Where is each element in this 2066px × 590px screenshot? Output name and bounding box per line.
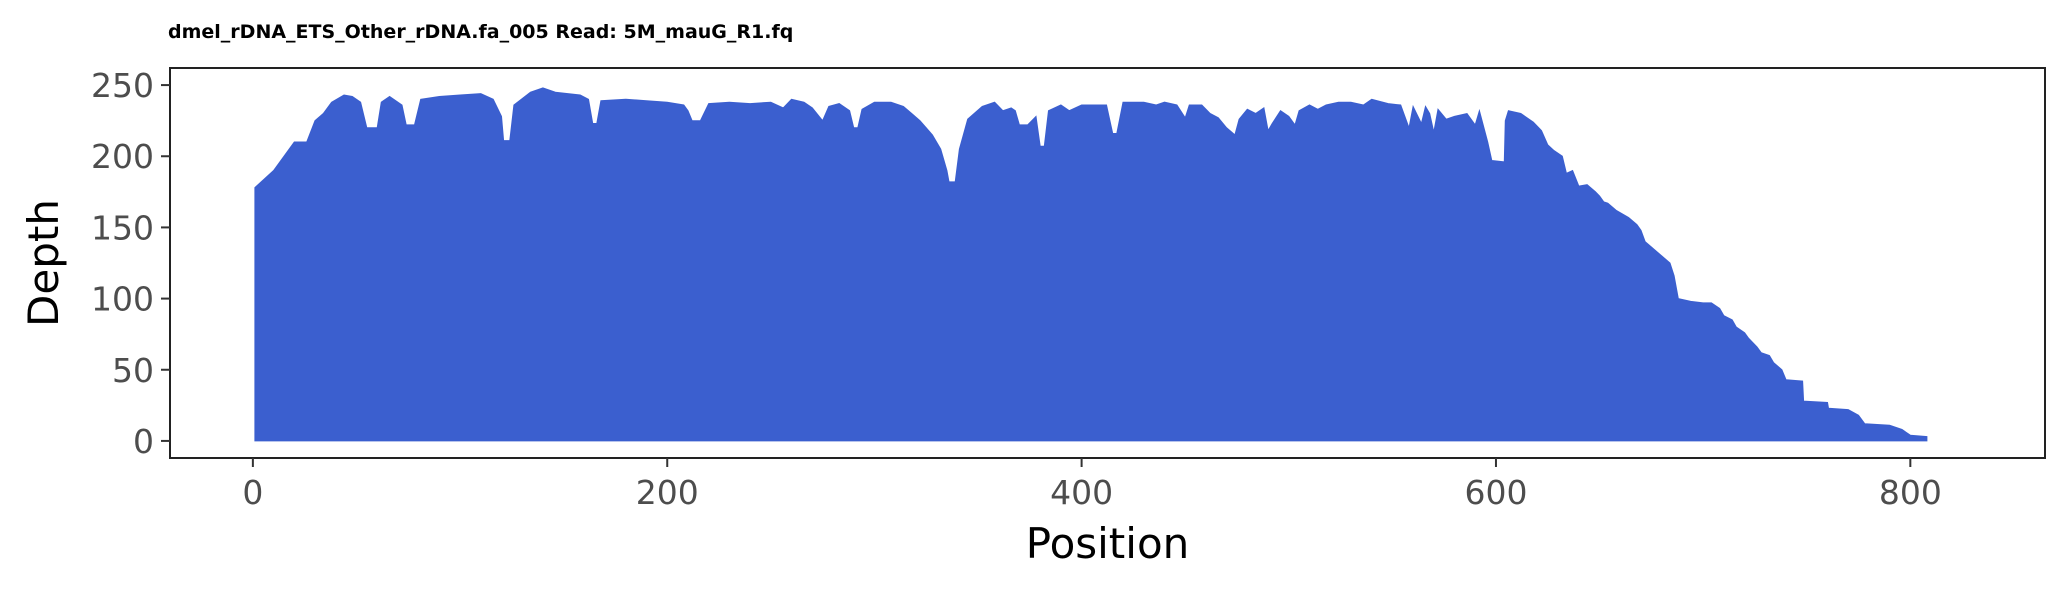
y-tick-label: 50: [112, 351, 154, 390]
y-axis-title: Depth: [19, 199, 68, 327]
x-tick-label: 400: [1050, 473, 1113, 512]
depth-area-series-0: [254, 87, 1928, 442]
chart-title: dmel_rDNA_ETS_Other_rDNA.fa_005 Read: 5M…: [168, 21, 793, 43]
plot-area: [254, 87, 1928, 442]
y-tick-label: 200: [91, 137, 154, 176]
x-axis-title: Position: [1026, 519, 1190, 568]
y-axis: 0 50 100 150 200 250: [91, 66, 170, 461]
x-axis: 0 200 400 600 800: [242, 458, 1942, 512]
x-tick-label: 0: [242, 473, 263, 512]
y-tick-label: 150: [91, 208, 154, 247]
plot-frame: [169, 67, 2046, 459]
x-tick-label: 200: [636, 473, 699, 512]
y-tick-label: 100: [91, 280, 154, 319]
y-tick-label: 250: [91, 66, 154, 105]
x-tick-label: 800: [1879, 473, 1942, 512]
x-tick-label: 600: [1464, 473, 1527, 512]
y-tick-label: 0: [133, 422, 154, 461]
